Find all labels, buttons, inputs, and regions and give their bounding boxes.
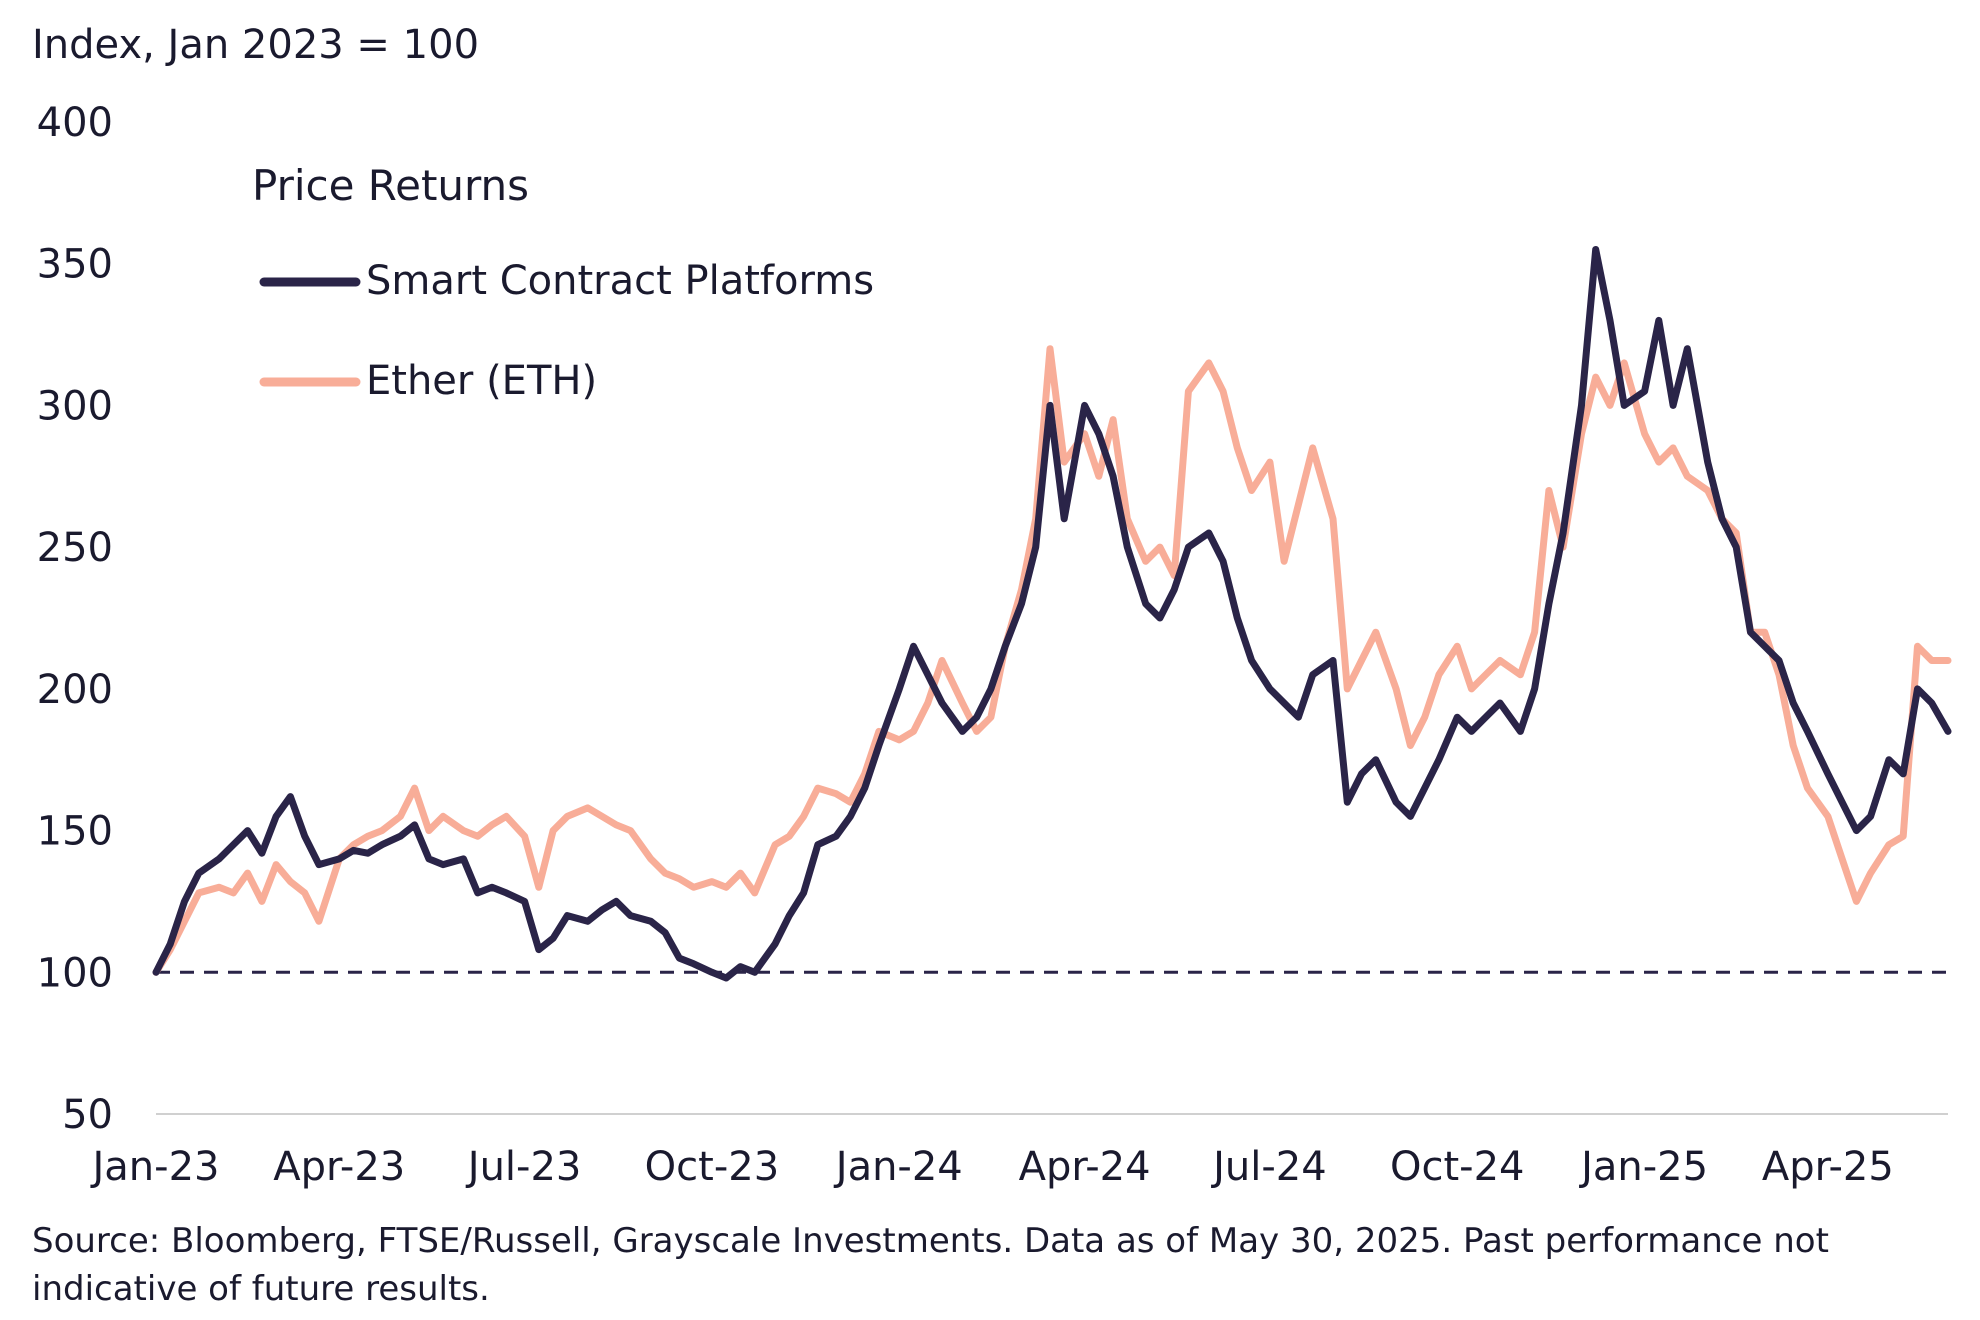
y-tick-label-250: 250 (37, 525, 113, 571)
y-tick-label-350: 350 (37, 242, 113, 288)
legend-title: Price Returns (252, 161, 529, 210)
series-line-ether-eth (152, 345, 1952, 976)
y-tick-label-100: 100 (37, 950, 113, 996)
y-axis: 50 100 150 200 250 300 350 400 (37, 100, 113, 1138)
legend-label-ether: Ether (ETH) (366, 358, 597, 404)
x-tick-label-apr-23: Apr-23 (273, 1144, 405, 1190)
source-note-line-1: Source: Bloomberg, FTSE/Russell, Graysca… (32, 1221, 1829, 1261)
x-tick-label-jan-23: Jan-23 (90, 1144, 220, 1190)
series-line-smart-contract-platforms (152, 246, 1952, 982)
x-tick-label-oct-24: Oct-24 (1390, 1144, 1525, 1190)
x-tick-label-jul-24: Jul-24 (1210, 1144, 1327, 1190)
legend: Price Returns Smart Contract Platforms E… (252, 161, 874, 404)
x-axis: Jan-23 Apr-23 Jul-23 Oct-23 Jan-24 Apr-24 Jul-… (90, 1144, 1894, 1190)
x-tick-label-jan-24: Jan-24 (833, 1144, 963, 1190)
x-tick-label-oct-23: Oct-23 (645, 1144, 780, 1190)
y-tick-label-150: 150 (37, 809, 113, 855)
y-tick-label-400: 400 (37, 100, 113, 146)
y-tick-label-200: 200 (37, 667, 113, 713)
x-tick-label-jan-25: Jan-25 (1578, 1144, 1708, 1190)
y-axis-title: Index, Jan 2023 = 100 (32, 22, 479, 68)
x-tick-label-jul-23: Jul-23 (465, 1144, 582, 1190)
source-note-line-2: indicative of future results. (32, 1269, 490, 1309)
x-tick-label-apr-25: Apr-25 (1762, 1144, 1894, 1190)
y-tick-label-300: 300 (37, 383, 113, 429)
y-tick-label-50: 50 (62, 1092, 113, 1138)
x-tick-label-apr-24: Apr-24 (1019, 1144, 1151, 1190)
series-group (152, 246, 1952, 982)
legend-label-smart-contract-platforms: Smart Contract Platforms (366, 258, 874, 304)
